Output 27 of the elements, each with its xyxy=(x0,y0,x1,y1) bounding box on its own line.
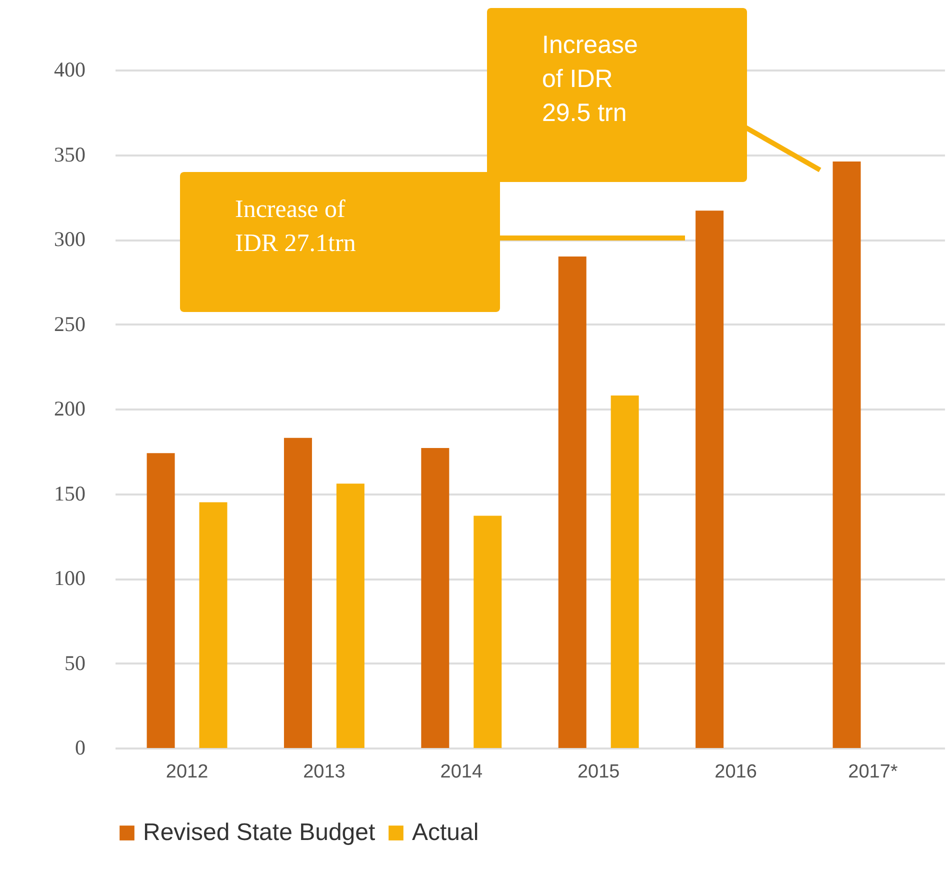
y-tick-label: 250 xyxy=(54,312,86,336)
x-tick-label: 2014 xyxy=(440,762,483,782)
bar xyxy=(558,256,586,748)
y-tick-label: 50 xyxy=(64,650,86,675)
bar xyxy=(474,516,502,748)
x-tick-label: 2015 xyxy=(577,762,620,782)
bar xyxy=(336,484,364,748)
y-tick-label: 300 xyxy=(54,227,86,251)
bar xyxy=(284,438,312,748)
y-tick-label: 100 xyxy=(54,566,86,590)
y-tick-label: 200 xyxy=(54,396,86,420)
bar xyxy=(610,395,639,748)
x-tick-label: 2012 xyxy=(166,762,208,782)
y-tick-label: 0 xyxy=(75,736,86,760)
y-tick-label: 150 xyxy=(54,481,86,506)
bar xyxy=(696,210,724,748)
legend-label: Actual xyxy=(412,819,479,846)
x-tick-label: 2017* xyxy=(848,762,898,782)
bar xyxy=(421,448,450,748)
bar xyxy=(199,502,228,748)
x-tick-label: 2016 xyxy=(714,762,757,782)
bar xyxy=(146,453,175,748)
bar xyxy=(832,162,861,748)
legend-label: Revised State Budget xyxy=(143,819,376,846)
y-tick-label: 400 xyxy=(54,58,86,82)
y-tick-label: 350 xyxy=(54,142,86,166)
x-tick-label: 2013 xyxy=(303,762,346,782)
